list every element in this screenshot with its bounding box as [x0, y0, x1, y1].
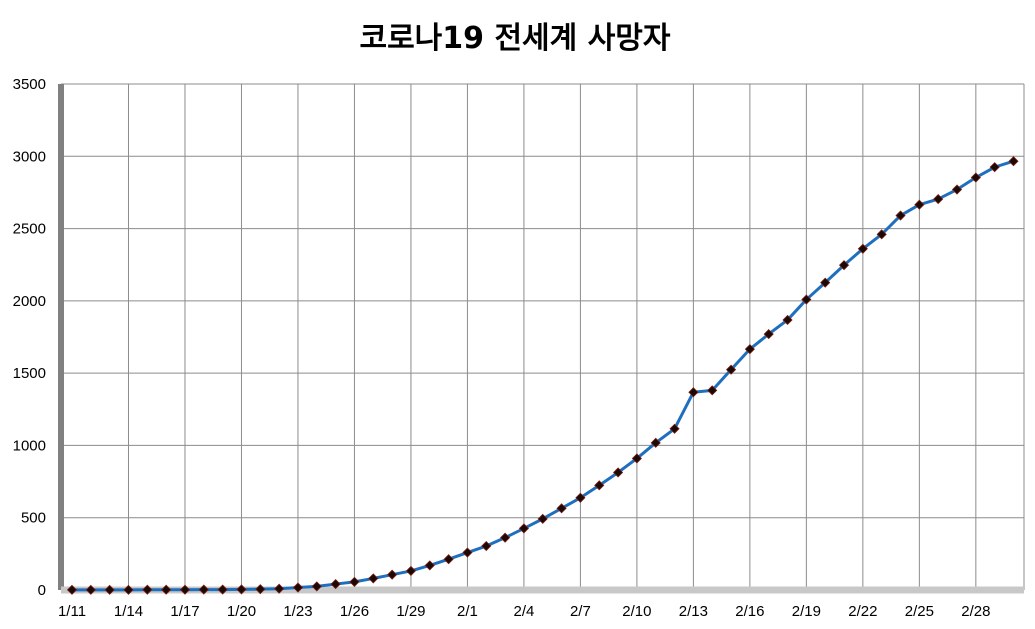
data-point	[66, 584, 78, 595]
data-point	[405, 565, 417, 576]
x-tick-label: 2/16	[735, 603, 764, 620]
y-tick-label: 2000	[13, 293, 46, 310]
data-point	[707, 385, 718, 396]
x-tick-label: 2/19	[792, 603, 821, 620]
data-point	[857, 243, 868, 254]
data-point	[989, 162, 1000, 173]
grid	[61, 83, 1025, 590]
data-point	[876, 229, 887, 240]
data-point	[838, 260, 850, 271]
data-point	[123, 584, 134, 595]
x-tick-label: 2/25	[905, 603, 934, 620]
data-point	[613, 467, 624, 478]
data-point	[669, 423, 680, 434]
y-tick-labels: 0 500 1000 1500 2000 2500 3000 3500	[13, 76, 46, 599]
y-tick-label: 3000	[13, 148, 46, 165]
data-point	[763, 329, 774, 340]
x-tick-label: 1/29	[396, 603, 425, 620]
y-tick-label: 0	[38, 582, 46, 599]
data-point	[368, 573, 379, 584]
data-point	[594, 480, 605, 491]
data-point	[556, 503, 567, 514]
data-point	[217, 584, 228, 595]
data-point	[631, 453, 642, 464]
x-tick-label: 1/17	[170, 603, 199, 620]
data-point	[650, 437, 661, 448]
y-tick-label: 1500	[13, 365, 46, 382]
x-tick-label: 2/28	[961, 603, 990, 620]
x-tick-labels: 1/11 1/14 1/17 1/20 1/23 1/26 1/29 2/1 2/4 2/7 2/1…	[58, 603, 990, 620]
data-point	[518, 523, 529, 534]
data-point	[575, 492, 586, 503]
x-tick-label: 2/1	[457, 603, 478, 620]
data-point	[914, 199, 925, 210]
data-point	[970, 172, 981, 183]
data-point	[537, 513, 548, 524]
data-point	[895, 210, 906, 221]
data-point	[330, 579, 341, 590]
y-tick-label: 1000	[13, 437, 46, 454]
data-point	[85, 584, 96, 595]
data-point	[311, 581, 322, 592]
data-point	[500, 532, 511, 543]
data-point	[198, 584, 209, 595]
chart-title: 코로나19 전세계 사망자	[359, 21, 670, 56]
data-point	[1008, 156, 1019, 167]
x-tick-label: 1/11	[58, 603, 86, 620]
data-point	[142, 584, 153, 595]
x-tick-label: 2/22	[848, 603, 877, 620]
data-point	[725, 364, 737, 375]
data-point	[951, 184, 963, 195]
x-tick-label: 1/20	[227, 603, 256, 620]
data-point	[255, 584, 266, 595]
data-point	[801, 294, 812, 305]
y-tick-label: 3500	[13, 76, 46, 93]
data-point	[236, 584, 247, 595]
data-point	[481, 540, 492, 552]
data-point	[443, 554, 454, 565]
data-point	[744, 344, 755, 355]
data-point	[349, 576, 360, 587]
y-tick-label: 2500	[13, 221, 46, 238]
series-line	[72, 159, 1014, 592]
x-tick-label: 2/10	[622, 603, 651, 620]
data-point	[292, 582, 304, 593]
data-point	[387, 569, 398, 580]
x-tick-label: 2/4	[513, 603, 534, 620]
data-point	[782, 314, 793, 326]
series	[66, 156, 1019, 595]
data-point	[424, 560, 435, 571]
data-point	[933, 194, 944, 205]
y-tick-label: 500	[21, 510, 46, 527]
x-tick-label: 2/13	[679, 603, 708, 620]
x-tick-label: 1/14	[114, 603, 143, 620]
data-point	[820, 277, 831, 288]
data-point	[688, 387, 699, 398]
data-point	[161, 584, 172, 595]
data-point	[104, 584, 115, 595]
x-tick-label: 2/7	[570, 603, 591, 620]
data-point	[274, 583, 285, 594]
data-point	[179, 584, 191, 595]
x-tick-label: 1/23	[283, 603, 312, 620]
data-point	[462, 547, 473, 558]
x-tick-label: 1/26	[340, 603, 369, 620]
